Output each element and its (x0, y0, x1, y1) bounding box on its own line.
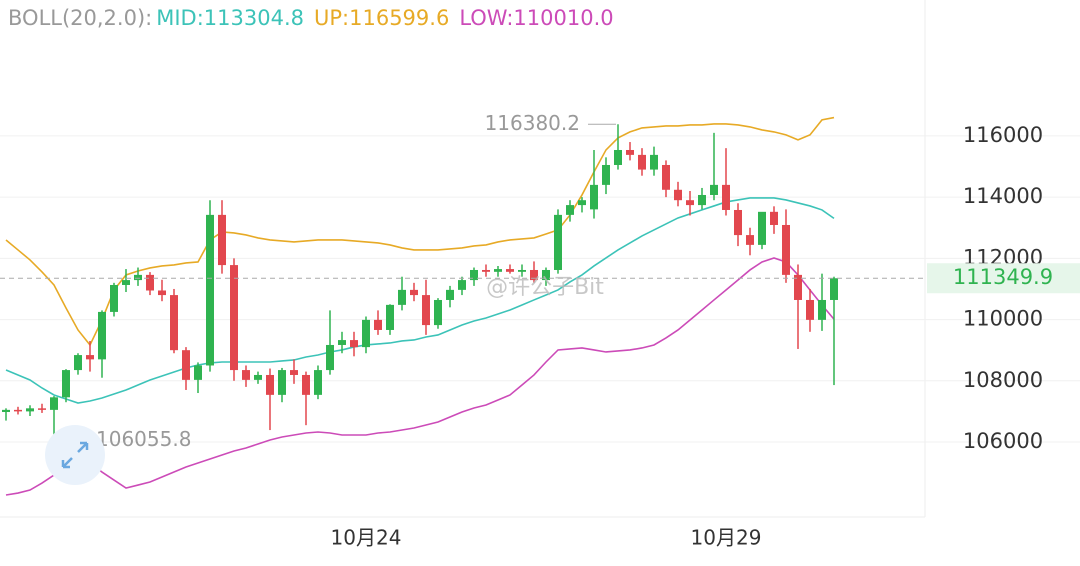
candle-body (146, 274, 154, 291)
legend-entry: MID:113304.8 (156, 6, 304, 30)
candle-body (650, 154, 658, 170)
band-line (5, 116, 835, 347)
candle-body (254, 374, 262, 380)
candle-body (2, 409, 10, 413)
candle-body (170, 295, 178, 351)
current-price-box (927, 263, 1080, 294)
candle-body (626, 149, 634, 155)
candle-body (482, 269, 490, 272)
min-label: 106055.8 (96, 427, 191, 451)
candle-body (14, 409, 22, 412)
overlay: 10600010800011000011200011400011600010月2… (0, 6, 1080, 550)
max-label: 116380.2 (485, 111, 580, 135)
candle-body (362, 319, 370, 348)
candle-body (398, 289, 406, 305)
candle-body (74, 355, 82, 371)
candle-body (86, 355, 94, 360)
candle-body (590, 184, 598, 210)
candle-body (182, 350, 190, 380)
candle-body (686, 200, 694, 206)
candle-body (194, 365, 202, 380)
y-tick-label: 116000 (963, 123, 1043, 147)
candle-body (830, 278, 838, 300)
candle-body (158, 290, 166, 296)
x-tick-label: 10月24 (331, 526, 402, 550)
candle-body (386, 304, 394, 330)
candle-body (794, 274, 802, 300)
zoom-icon (61, 441, 89, 469)
candle-body (458, 280, 466, 290)
candle-body (770, 211, 778, 225)
x-tick-label: 10月29 (691, 526, 762, 550)
candle-body (734, 209, 742, 236)
candle-body (662, 164, 670, 190)
candle-body (266, 374, 274, 395)
y-tick-label: 106000 (963, 429, 1043, 453)
indicator-header: BOLL(20,2.0): MID:113304.8 UP:116599.6 LOW:… (8, 6, 614, 30)
candle-body (350, 340, 358, 348)
grid (0, 135, 1080, 443)
candle-body (554, 214, 562, 270)
candle-body (806, 299, 814, 320)
candle-body (230, 265, 238, 371)
candle-body (710, 184, 718, 195)
candle-body (26, 408, 34, 412)
candle-body (302, 374, 310, 395)
candle-body (290, 370, 298, 375)
candle-body (218, 214, 226, 266)
candle-body (530, 269, 538, 281)
candle-body (638, 154, 646, 170)
y-tick-label: 114000 (963, 184, 1043, 208)
candle-body (422, 295, 430, 326)
candle-body (434, 299, 442, 326)
candle-body (446, 289, 454, 300)
watermark: @许公子Bit (486, 275, 604, 300)
candle-body (326, 344, 334, 371)
candle-body (602, 164, 610, 185)
candle-body (410, 289, 418, 296)
band-line (5, 257, 835, 496)
legend-entry: UP:116599.6 (314, 6, 449, 30)
candle-body (314, 370, 322, 395)
candle-body (698, 194, 706, 206)
candle-body (782, 224, 790, 275)
candle-body (722, 184, 730, 210)
candle-body (50, 397, 58, 410)
candle-body (674, 189, 682, 201)
candle-body (614, 149, 622, 165)
y-tick-label: 110000 (963, 307, 1043, 331)
indicator-name: BOLL(20,2.0): (8, 6, 152, 30)
candle-body (470, 269, 478, 281)
candle-body (374, 319, 382, 330)
candle-body (542, 269, 550, 281)
candle-body (566, 205, 574, 215)
legend-entry: LOW:110010.0 (459, 6, 613, 30)
candle-body (758, 211, 766, 245)
y-tick-label: 108000 (963, 368, 1043, 392)
candle-body (338, 340, 346, 345)
candle-body (818, 299, 826, 320)
candle-body (206, 214, 214, 366)
candle-body (278, 370, 286, 395)
candle-body (746, 235, 754, 245)
band-line (5, 197, 835, 404)
bands (5, 116, 835, 496)
current-price-label: 111349.9 (953, 265, 1053, 289)
candle-body (38, 408, 46, 410)
candles (2, 124, 838, 441)
zoom-button[interactable] (45, 425, 105, 485)
candle-body (134, 274, 142, 281)
candle-body (62, 370, 70, 398)
candle-body (578, 200, 586, 206)
candle-body (242, 370, 250, 380)
candle-body (494, 269, 502, 272)
candle-body (98, 311, 106, 360)
candle-body (122, 280, 130, 285)
candle-body (518, 269, 526, 272)
candle-body (506, 269, 514, 272)
candle-body (110, 284, 118, 312)
